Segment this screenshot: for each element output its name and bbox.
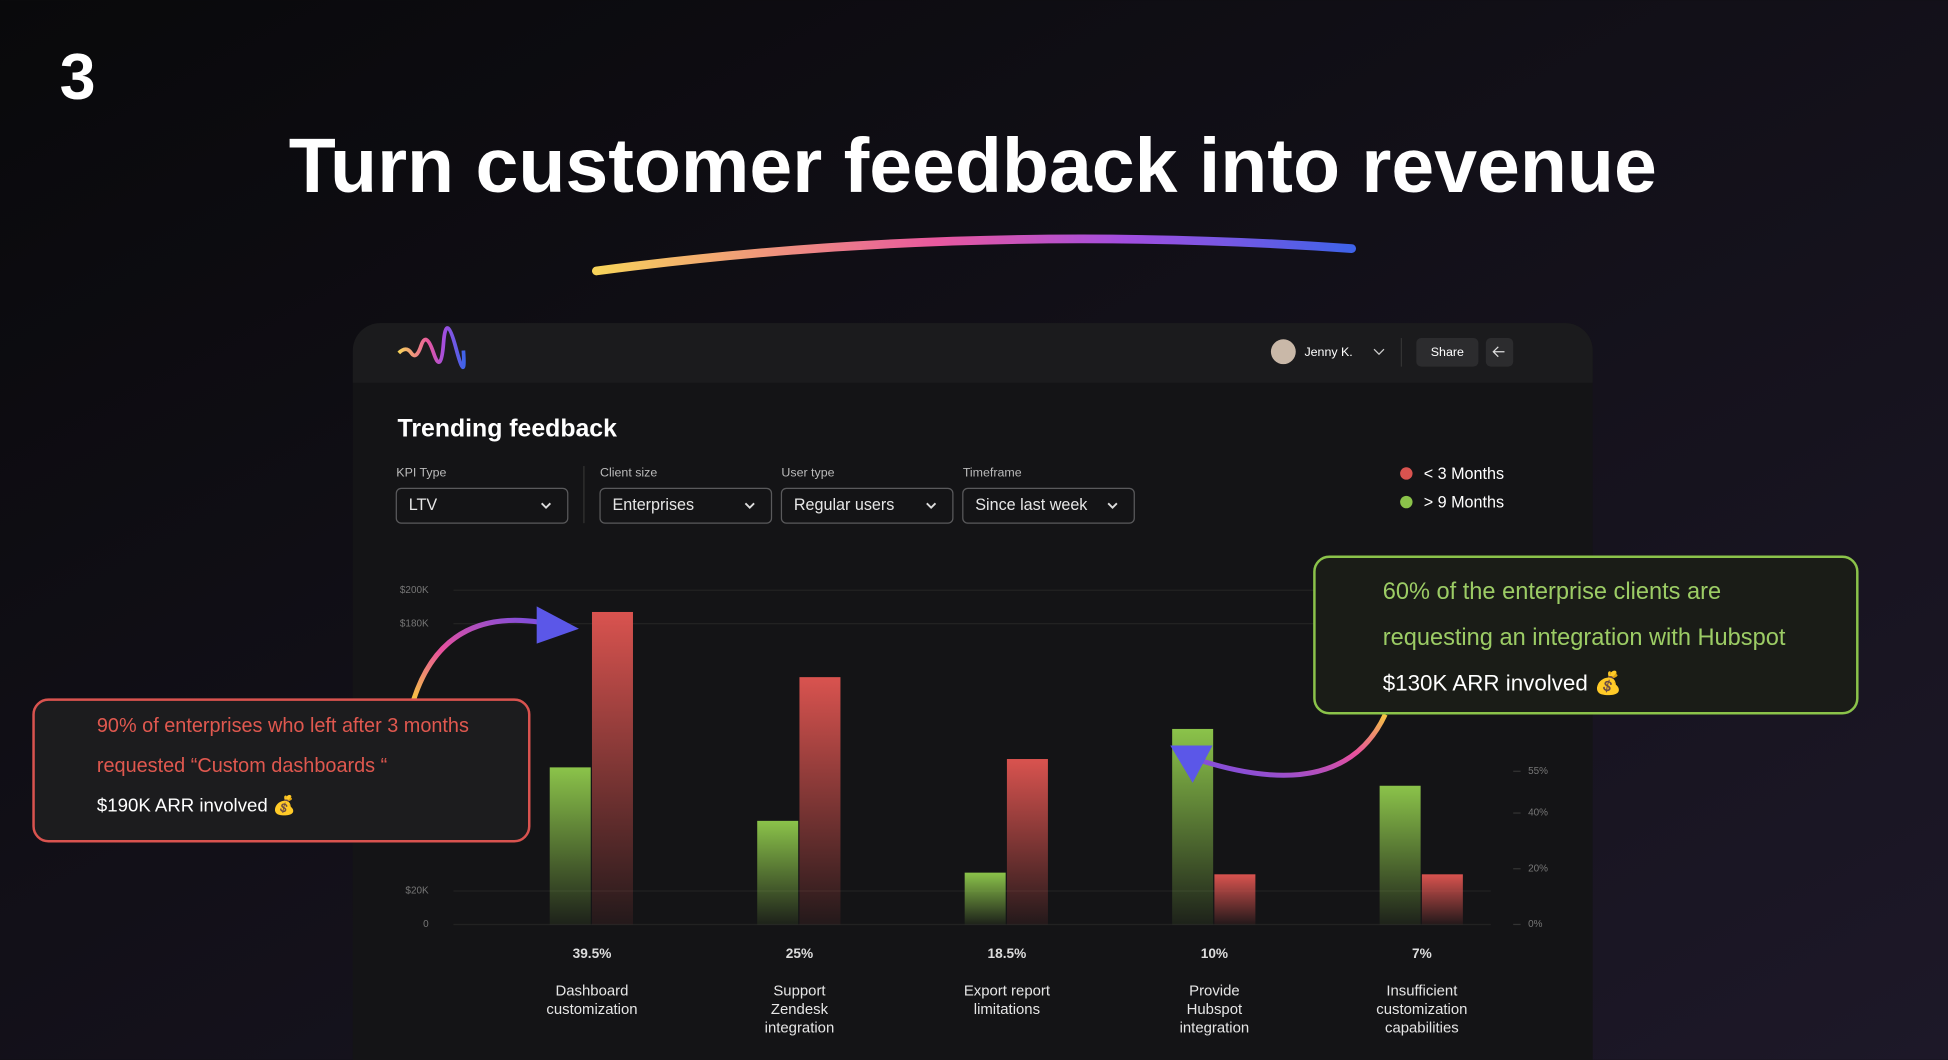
back-icon	[1492, 346, 1505, 358]
y-tick-label: $20K	[405, 886, 429, 897]
legend-label: > 9 Months	[1424, 494, 1504, 512]
dropdown[interactable]	[780, 487, 954, 524]
callout-detail: $190K ARR involved 💰	[97, 794, 296, 816]
x-tick-label: Dashboard customization	[546, 981, 638, 1018]
dropdown-value[interactable]: Regular users	[794, 496, 894, 514]
legend-swatch	[1400, 467, 1413, 480]
y-tick-label: $180K	[400, 618, 429, 629]
x-tick-label: Export report limitations	[963, 981, 1051, 1018]
callout-text: requested “Custom dashboards “	[97, 755, 387, 777]
underline	[591, 234, 1357, 276]
chevron[interactable]	[1107, 502, 1118, 509]
arrowhead	[536, 606, 579, 644]
category-wrap: Export report limitations	[963, 981, 1051, 1018]
callout-text: 60% of the enterprise clients are	[1383, 579, 1721, 605]
bar	[549, 767, 591, 925]
y-tick-label: $200K	[400, 585, 429, 596]
chevron[interactable]	[1373, 348, 1385, 356]
x-tick-label: Provide Hubspot integration	[1179, 981, 1250, 1037]
share-label: 7%	[1412, 946, 1432, 961]
bar	[1421, 874, 1463, 925]
logo	[397, 326, 466, 370]
dropdown-value[interactable]: LTV	[409, 496, 438, 514]
chevron[interactable]	[926, 502, 937, 509]
bar	[964, 872, 1006, 925]
slide-number: 3	[60, 41, 96, 113]
callout-text: requesting an integration with Hubspot	[1383, 625, 1786, 651]
legend-label: < 3 Months	[1424, 465, 1504, 483]
x-tick-label: Support Zendesk integration	[764, 981, 835, 1037]
y2-tick-label: 55%	[1528, 766, 1548, 777]
y2-tick-label: 40%	[1528, 808, 1548, 819]
bar	[591, 611, 633, 925]
callout-box	[1313, 555, 1859, 715]
dropdown[interactable]	[395, 487, 569, 524]
share-label: 39.5%	[573, 946, 612, 961]
category-wrap: Dashboard customization	[546, 981, 638, 1018]
filter-label: Client size	[600, 466, 657, 480]
share-label: 18.5%	[988, 946, 1027, 961]
share-label[interactable]: Share	[1431, 345, 1464, 359]
user-name[interactable]: Jenny K.	[1304, 345, 1352, 359]
arrowhead	[1170, 745, 1213, 783]
category-wrap: Support Zendesk integration	[764, 981, 835, 1037]
share-label: 10%	[1201, 946, 1228, 961]
x-tick-label: Insufficient customization capabilities	[1376, 981, 1468, 1037]
callout-text: 90% of enterprises who left after 3 mont…	[97, 715, 469, 737]
bar	[757, 820, 799, 925]
category-wrap: Provide Hubspot integration	[1179, 981, 1250, 1037]
dropdown-value[interactable]: Enterprises	[612, 496, 694, 514]
y-tick-label: 0	[423, 919, 429, 930]
callout-box	[32, 698, 531, 843]
dropdown-value[interactable]: Since last week	[975, 496, 1088, 514]
legend-swatch	[1400, 495, 1413, 509]
arrow	[1191, 713, 1388, 778]
headline: Turn customer feedback into revenue	[289, 123, 1657, 209]
app-header	[352, 323, 1593, 383]
y2-tick-label: 20%	[1528, 863, 1548, 874]
bar	[1006, 759, 1048, 925]
section-title: Trending feedback	[398, 416, 618, 443]
bar	[1379, 785, 1421, 925]
filter-label: KPI Type	[396, 466, 446, 480]
category-wrap: Insufficient customization capabilities	[1376, 981, 1468, 1037]
filter-label: User type	[781, 466, 834, 480]
dropdown[interactable]	[962, 487, 1135, 524]
y2-tick-label: 0%	[1528, 919, 1543, 930]
dropdown[interactable]	[599, 487, 773, 524]
avatar[interactable]	[1270, 339, 1296, 365]
share-button[interactable]	[1416, 338, 1479, 367]
bar	[799, 677, 841, 925]
filter-label: Timeframe	[963, 466, 1022, 480]
chevron[interactable]	[744, 502, 755, 509]
callout-detail: $130K ARR involved 💰	[1383, 670, 1622, 697]
share-label: 25%	[786, 946, 813, 961]
chevron[interactable]	[541, 502, 552, 509]
bar	[1214, 874, 1256, 925]
